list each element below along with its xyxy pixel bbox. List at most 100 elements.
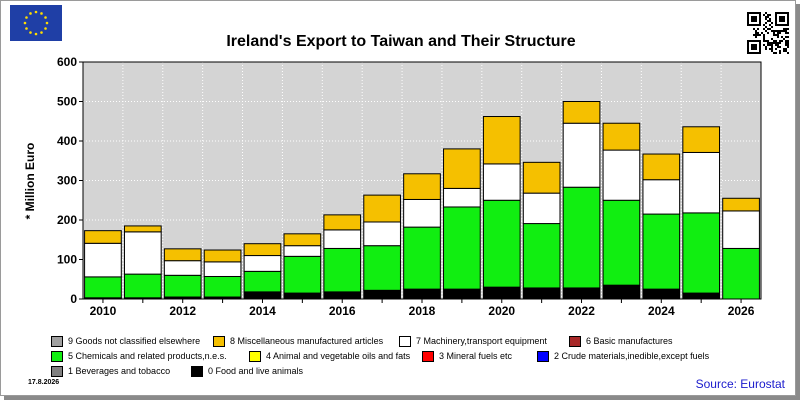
bar-segment-2017-series-5 [363, 245, 401, 291]
bar-segment-2022-series-0 [562, 287, 601, 300]
legend-item: 6 Basic manufactures [569, 334, 673, 348]
svg-text:* Million Euro: * Million Euro [23, 143, 37, 220]
y-axis-label: * Million Euro [23, 143, 37, 220]
bar-segment-2016-series-7 [323, 229, 362, 249]
legend-label: 0 Food and live animals [208, 366, 304, 376]
bar-segment-2014-series-7 [243, 255, 282, 272]
bar-segment-2026-series-7 [722, 210, 760, 249]
bar-segment-2014-series-0 [243, 291, 282, 300]
bar-segment-2017-series-8 [363, 194, 401, 223]
legend-swatch [191, 365, 203, 377]
eu-flag-icon [10, 5, 62, 41]
bar-segment-2023-series-8 [602, 122, 641, 151]
bar-segment-2011-series-5 [123, 273, 162, 299]
y-tick-label: 500 [57, 95, 77, 109]
x-tick-label: 2018 [409, 304, 436, 318]
bar-segment-2011-series-8 [123, 225, 162, 233]
bar-segment-2010-series-5 [84, 276, 122, 299]
bar-segment-2025-series-5 [682, 212, 721, 294]
legend-label: 7 Machinery,transport equipment [416, 336, 547, 346]
legend-label: 8 Miscellaneous manufactured articles [230, 336, 384, 346]
bar-segment-2021-series-5 [522, 223, 561, 289]
bar-segment-2019-series-7 [443, 187, 481, 208]
bar-segment-2016-series-5 [323, 247, 362, 293]
legend-swatch [51, 350, 63, 362]
legend-item: 1 Beverages and tobacco [51, 364, 170, 378]
legend-item: 8 Miscellaneous manufactured articles [213, 334, 383, 348]
x-tick-label: 2024 [648, 304, 675, 318]
bar-segment-2022-series-8 [562, 101, 601, 124]
bar-segment-2010-series-7 [84, 242, 122, 278]
chart-canvas: 0 100 200 300 400 500 600 2010 2012 2014 2016 2018… [57, 55, 762, 318]
x-tick-label: 2014 [249, 304, 276, 318]
legend-label: 4 Animal and vegetable oils and fats [266, 351, 411, 361]
bar-segment-2018-series-0 [403, 288, 441, 300]
legend-item: 9 Goods not classified elsewhere [51, 334, 200, 348]
legend-item: 5 Chemicals and related products,n.e.s. [51, 349, 227, 363]
legend-swatch [51, 365, 63, 377]
bar-segment-2019-series-8 [443, 148, 481, 189]
date-stamp: 17.8.2026 [28, 379, 60, 386]
chart-title: Ireland's Export to Taiwan and Their Str… [226, 33, 576, 50]
legend-item: 2 Crude materials,inedible,except fuels [537, 349, 709, 363]
bar-segment-2013-series-5 [203, 275, 242, 298]
bar-segment-2020-series-7 [482, 163, 521, 201]
bar-segment-2020-series-8 [482, 116, 521, 165]
bar-segment-2012-series-8 [163, 248, 202, 262]
bar-segment-2020-series-5 [482, 199, 521, 288]
legend-label: 5 Chemicals and related products,n.e.s. [68, 351, 227, 361]
legend-label: 1 Beverages and tobacco [68, 366, 171, 376]
bar-segment-2023-series-7 [602, 149, 641, 201]
x-tick-label: 2026 [728, 304, 755, 318]
legend-item: 3 Mineral fuels etc [422, 349, 512, 363]
bar-segment-2013-series-7 [203, 261, 242, 277]
source-label: Source: Eurostat [695, 377, 785, 391]
bar-segment-2018-series-7 [403, 198, 441, 228]
y-tick-label: 0 [70, 292, 77, 306]
bar-segment-2010-series-8 [84, 230, 122, 244]
bar-segment-2021-series-8 [522, 161, 561, 194]
legend-item: 0 Food and live animals [191, 364, 303, 378]
bar-segment-2024-series-0 [642, 288, 681, 300]
bar-segment-2021-series-7 [522, 192, 561, 225]
legend-swatch [213, 335, 225, 347]
legend-swatch [399, 335, 411, 347]
y-tick-label: 600 [57, 55, 77, 69]
bar-segment-2023-series-0 [602, 284, 641, 300]
bar-segment-2020-series-0 [482, 286, 521, 300]
bar-segment-2026-series-5 [722, 247, 760, 300]
legend-label: 3 Mineral fuels etc [439, 351, 513, 361]
bar-segment-2019-series-0 [443, 288, 481, 300]
bar-segment-2015-series-7 [283, 245, 322, 257]
bar-segment-2014-series-8 [243, 243, 282, 257]
bar-segment-2017-series-0 [363, 289, 401, 300]
bar-segment-2017-series-7 [363, 221, 401, 247]
bar-segment-2016-series-0 [323, 291, 362, 300]
bar-segment-2012-series-7 [163, 260, 202, 276]
x-tick-label: 2020 [488, 304, 515, 318]
bar-segment-2025-series-0 [682, 292, 721, 300]
bar-segment-2024-series-8 [642, 153, 681, 181]
legend-swatch [249, 350, 261, 362]
bar-segment-2018-series-5 [403, 226, 441, 290]
y-tick-label: 100 [57, 253, 77, 267]
bar-segment-2016-series-8 [323, 214, 362, 231]
legend-item: 7 Machinery,transport equipment [399, 334, 547, 348]
bar-segment-2019-series-5 [443, 206, 481, 290]
bar-segment-2014-series-5 [243, 270, 282, 293]
bar-segment-2024-series-7 [642, 179, 681, 215]
x-tick-label: 2022 [568, 304, 595, 318]
legend-swatch [569, 335, 581, 347]
y-tick-label: 200 [57, 213, 77, 227]
legend-swatch [51, 335, 63, 347]
bar-segment-2025-series-8 [682, 126, 721, 153]
y-tick-label: 400 [57, 134, 77, 148]
bar-segment-2022-series-7 [562, 122, 601, 188]
bar-segment-2025-series-7 [682, 151, 721, 214]
bar-segment-2023-series-5 [602, 199, 641, 286]
legend-item: 4 Animal and vegetable oils and fats [249, 349, 410, 363]
y-tick-label: 300 [57, 174, 77, 188]
bar-segment-2024-series-5 [642, 213, 681, 290]
legend-label: 2 Crude materials,inedible,except fuels [554, 351, 710, 361]
